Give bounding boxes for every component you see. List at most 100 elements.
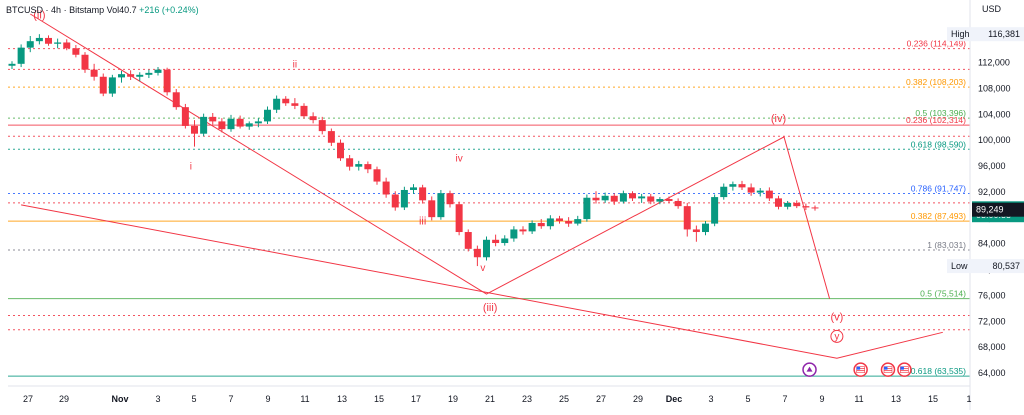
candle (674, 198, 682, 209)
candle-body (619, 193, 627, 202)
wave-label-circle (830, 329, 844, 343)
candle-body (811, 207, 819, 209)
candle (273, 95, 281, 113)
candle-body (81, 54, 89, 70)
candle (145, 69, 153, 79)
fib-label: 0.236 (114,149) (907, 39, 967, 49)
x-tick-label: Nov (111, 394, 128, 404)
candle-body (45, 37, 52, 44)
candle (610, 193, 618, 205)
candle (364, 161, 372, 174)
currency-label[interactable]: USD (982, 4, 1002, 14)
candle (26, 35, 34, 53)
wave-label: y (834, 331, 839, 342)
us-flag-icon[interactable] (880, 362, 896, 377)
candle-body (702, 223, 709, 233)
candle (665, 196, 673, 203)
symbol-name[interactable]: BTCUSD (6, 5, 44, 15)
candle-body (510, 229, 518, 239)
x-tick-label: 11 (854, 394, 863, 404)
x-tick-label: 25 (559, 394, 569, 404)
y-tick-label: 96,000 (978, 161, 1006, 171)
y-tick-label: 112,000 (978, 58, 1010, 68)
candle (437, 189, 445, 220)
wave-line (21, 204, 943, 359)
candle (510, 226, 518, 242)
candle (464, 229, 472, 252)
candle (346, 155, 354, 171)
candle (81, 52, 89, 73)
candle-body (337, 142, 344, 159)
x-tick-label: 15 (374, 394, 384, 404)
wave-lines (21, 13, 943, 359)
candle-body (373, 169, 381, 182)
us-flag-icon[interactable] (853, 362, 868, 377)
candle-body (327, 131, 335, 143)
candle-body (400, 189, 408, 208)
y-tick-label: 72,000 (978, 316, 1006, 326)
flag-canton (900, 366, 904, 370)
symbol-header[interactable]: BTCUSD · 4h · Bitstamp Vol40.7 +216 (+0.… (6, 5, 199, 15)
candle-body (528, 222, 536, 232)
us-flag-icon[interactable] (897, 362, 912, 377)
wave-label: (ii) (33, 10, 45, 22)
x-tick-label: 29 (633, 394, 643, 404)
x-tick-label: Dec (666, 394, 683, 404)
candle-body (629, 193, 636, 199)
candle-body (729, 184, 737, 187)
candle (400, 186, 408, 211)
event-icon[interactable] (802, 362, 817, 377)
candle (565, 217, 573, 227)
candle-body (54, 42, 62, 44)
candle-body (163, 69, 171, 93)
candle-body (473, 248, 481, 258)
candle (108, 74, 116, 97)
candle (227, 114, 235, 132)
x-tick-label: 5 (745, 394, 750, 404)
event-icons[interactable] (802, 362, 912, 377)
candle-body (556, 218, 563, 222)
candle-body (291, 103, 299, 106)
candle (17, 44, 25, 68)
fib-label: 0.618 (98,590) (911, 139, 966, 149)
price-label: 89,249 (972, 202, 1024, 217)
candle (702, 221, 709, 236)
candle (264, 106, 271, 124)
candle (236, 115, 244, 129)
candle-body (154, 69, 162, 73)
x-tick-label: 21 (485, 394, 495, 404)
candle-body (419, 187, 427, 201)
candle-body (8, 63, 16, 66)
wave-label: iii (419, 215, 426, 227)
candle (200, 113, 208, 137)
candle-body (118, 74, 125, 78)
candle (45, 35, 52, 46)
candle (583, 194, 591, 222)
candle-body (647, 196, 655, 202)
candle (63, 39, 71, 51)
candles (8, 34, 819, 267)
candle-body (446, 193, 454, 205)
candle (546, 215, 554, 230)
candle (410, 184, 417, 194)
candle-body (136, 74, 144, 77)
x-tick-label: 19 (448, 394, 458, 404)
interval[interactable]: 4h (51, 5, 62, 15)
fib-label: 0.236 (102,314) (906, 115, 966, 125)
candle-body (90, 69, 98, 77)
candle (765, 187, 773, 201)
candle-body (145, 72, 153, 75)
candle (136, 72, 144, 82)
candle-body (127, 74, 135, 77)
candle (181, 103, 189, 129)
candle-body (492, 239, 500, 244)
x-tick-label: 9 (819, 394, 824, 404)
candle (373, 166, 381, 185)
candle (191, 120, 198, 147)
candle-body (802, 206, 810, 208)
y-tick-label: 68,000 (978, 342, 1006, 352)
candle (747, 183, 755, 196)
